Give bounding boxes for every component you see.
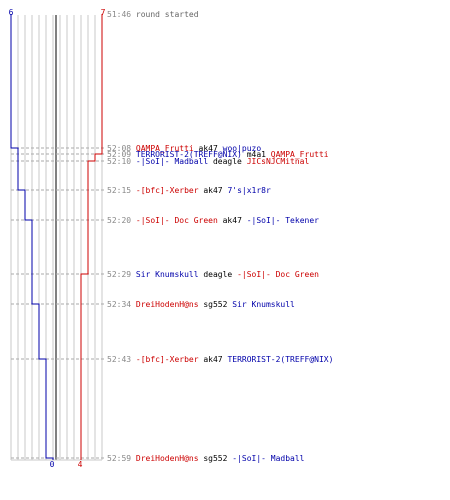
event-guide-lines <box>11 147 105 459</box>
event-killer: QAMPA_Frutti <box>131 144 194 153</box>
event-time: 52:43 <box>107 355 131 364</box>
event-time: 52:10 <box>107 157 131 166</box>
event-row: 52:08 QAMPA_Frutti ak47 woo|puzo <box>107 144 261 153</box>
event-row: 52:09 TERRORIST-2(TREFF@NIX) m4a1 QAMPA_… <box>107 150 329 159</box>
team-a-alive-line <box>10 14 54 460</box>
event-killer: DreiHodenH@ns <box>131 454 199 463</box>
event-time: 52:15 <box>107 186 131 195</box>
event-row: 52:20 -|SoI|- Doc Green ak47 -|SoI|- Tek… <box>107 216 319 225</box>
event-time: 52:20 <box>107 216 131 225</box>
event-victim: JICsNJCMitnal <box>242 157 310 166</box>
event-weapon: deagle <box>208 157 242 166</box>
event-time: 52:09 <box>107 150 131 159</box>
event-victim: TERRORIST-2(TREFF@NIX) <box>223 355 334 364</box>
event-killer: TERRORIST-2(TREFF@NIX) <box>131 150 242 159</box>
event-row: 52:10 -|SoI|- Madball deagle JICsNJCMitn… <box>107 157 309 166</box>
team-a-end-count: 0 <box>50 460 55 469</box>
event-victim: 7's|x1r8r <box>223 186 271 195</box>
event-time: 52:08 <box>107 144 131 153</box>
event-row: 52:15 -[bfc]-Xerber ak47 7's|x1r8r <box>107 186 271 195</box>
alive-step-lines <box>10 14 103 460</box>
team-a-start-count: 6 <box>9 8 14 17</box>
event-row: 52:29 Sir Knumskull deagle -|SoI|- Doc G… <box>107 270 319 279</box>
team-b-end-count: 4 <box>78 460 83 469</box>
event-row: 52:59 DreiHodenH@ns sg552 -|SoI|- Madbal… <box>107 454 305 463</box>
event-killer: -[bfc]-Xerber <box>131 186 199 195</box>
event-killer: -|SoI|- Madball <box>131 157 208 166</box>
event-victim: QAMPA_Frutti <box>266 150 329 159</box>
event-weapon: m4a1 <box>242 150 266 159</box>
team-b-alive-line <box>80 14 103 460</box>
event-labels: 51:46 round started 52:08 QAMPA_Frutti ak… <box>107 10 333 463</box>
event-time: 52:59 <box>107 454 131 463</box>
event-row: 51:46 round started <box>107 10 199 19</box>
event-weapon: ak47 <box>199 355 223 364</box>
event-killer: -[bfc]-Xerber <box>131 355 199 364</box>
event-weapon: sg552 <box>199 300 228 309</box>
event-weapon: ak47 <box>218 216 242 225</box>
event-message: round started <box>131 10 199 19</box>
timeline-grid <box>10 15 103 461</box>
team-b-start-count: 7 <box>101 8 106 17</box>
event-row: 52:34 DreiHodenH@ns sg552 Sir Knumskull <box>107 300 295 309</box>
event-weapon: ak47 <box>194 144 218 153</box>
event-victim: woo|puzo <box>218 144 262 153</box>
event-weapon: deagle <box>199 270 233 279</box>
event-time: 52:34 <box>107 300 131 309</box>
event-victim: -|SoI|- Tekener <box>242 216 319 225</box>
event-weapon: sg552 <box>199 454 228 463</box>
event-victim: Sir Knumskull <box>227 300 295 309</box>
event-victim: -|SoI|- Madball <box>227 454 304 463</box>
event-killer: Sir Knumskull <box>131 270 199 279</box>
event-row: 52:43 -[bfc]-Xerber ak47 TERRORIST-2(TRE… <box>107 355 333 364</box>
event-victim: -|SoI|- Doc Green <box>232 270 319 279</box>
event-killer: DreiHodenH@ns <box>131 300 199 309</box>
event-killer: -|SoI|- Doc Green <box>131 216 218 225</box>
event-time: 52:29 <box>107 270 131 279</box>
event-time: 51:46 <box>107 10 131 19</box>
event-weapon: ak47 <box>199 186 223 195</box>
